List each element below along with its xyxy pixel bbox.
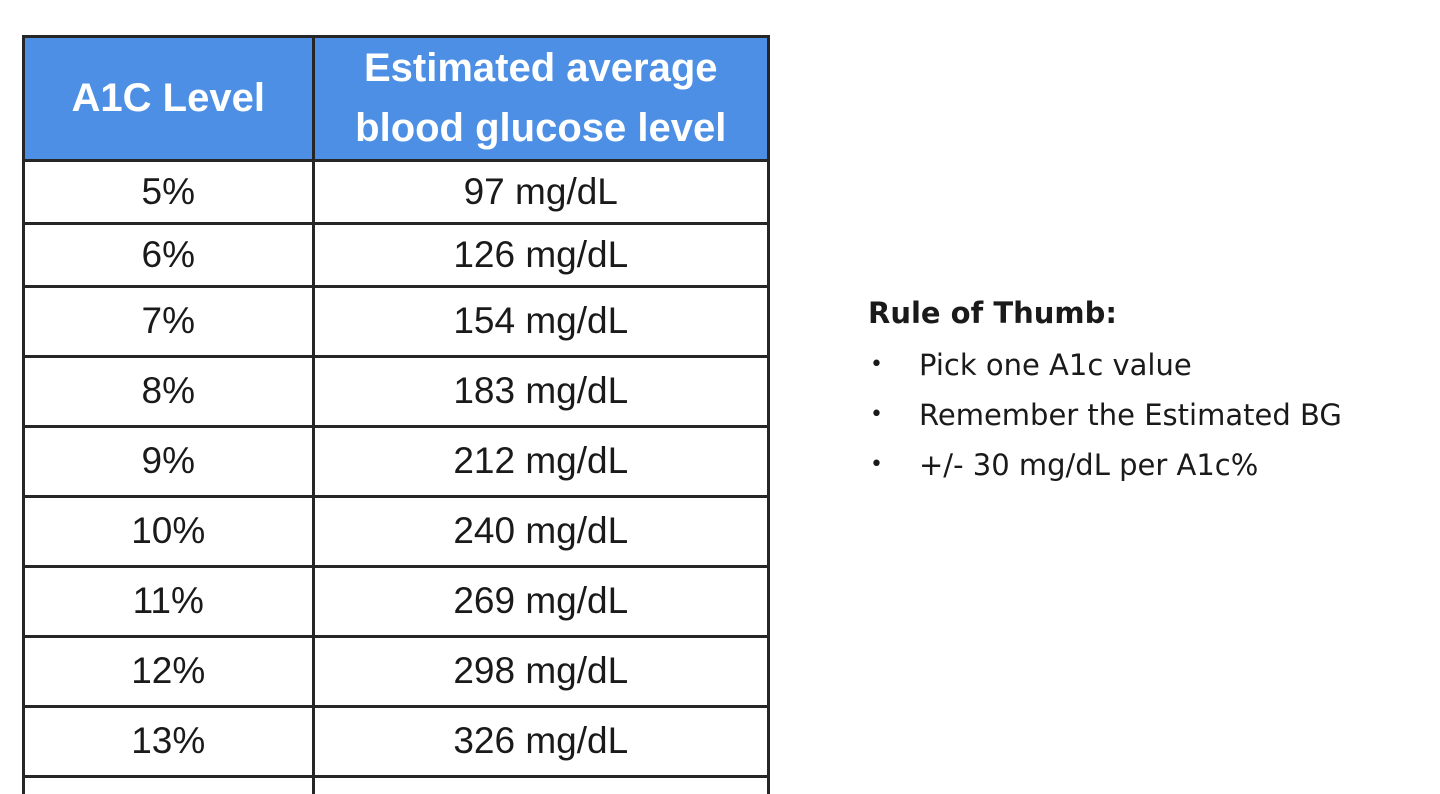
a1c-cell: 8% bbox=[25, 356, 315, 428]
a1c-cell-empty bbox=[25, 776, 315, 794]
glucose-cell: 183 mg/dL bbox=[313, 356, 767, 428]
list-item: • +/- 30 mg/dL per A1c% bbox=[868, 440, 1440, 490]
rule-of-thumb-list: • Pick one A1c value • Remember the Esti… bbox=[868, 340, 1440, 490]
table-row: 13% 326 mg/dL bbox=[25, 706, 767, 778]
table-row: 5% 97 mg/dL bbox=[25, 160, 767, 225]
a1c-cell: 12% bbox=[25, 636, 315, 708]
glucose-cell: 240 mg/dL bbox=[313, 496, 767, 568]
table-header-row: A1C Level Estimated average blood glucos… bbox=[25, 38, 767, 162]
table-row: 11% 269 mg/dL bbox=[25, 566, 767, 638]
a1c-cell: 6% bbox=[25, 223, 315, 288]
a1c-cell: 5% bbox=[25, 160, 315, 225]
rule-of-thumb-title: Rule of Thumb: bbox=[868, 296, 1117, 330]
glucose-cell: 97 mg/dL bbox=[313, 160, 767, 225]
glucose-cell-empty bbox=[313, 776, 767, 794]
glucose-cell: 154 mg/dL bbox=[313, 286, 767, 358]
glucose-cell: 126 mg/dL bbox=[313, 223, 767, 288]
glucose-cell: 212 mg/dL bbox=[313, 426, 767, 498]
table-row: 6% 126 mg/dL bbox=[25, 223, 767, 288]
table-row: 12% 298 mg/dL bbox=[25, 636, 767, 708]
header-a1c-level: A1C Level bbox=[25, 38, 315, 162]
a1c-cell: 9% bbox=[25, 426, 315, 498]
a1c-cell: 7% bbox=[25, 286, 315, 358]
header-estimated-line-2: blood glucose level bbox=[355, 106, 727, 151]
table-row: 9% 212 mg/dL bbox=[25, 426, 767, 498]
table-row: 8% 183 mg/dL bbox=[25, 356, 767, 428]
glucose-cell: 298 mg/dL bbox=[313, 636, 767, 708]
list-item-text: +/- 30 mg/dL per A1c% bbox=[919, 448, 1259, 482]
table-row: 7% 154 mg/dL bbox=[25, 286, 767, 358]
a1c-cell: 13% bbox=[25, 706, 315, 778]
header-estimated-blood-glucose: Estimated average blood glucose level bbox=[313, 38, 767, 162]
header-estimated-line-1: Estimated average bbox=[363, 46, 718, 91]
a1c-cell: 11% bbox=[25, 566, 315, 638]
bullet-icon: • bbox=[870, 402, 883, 427]
a1c-table-container: A1C Level Estimated average blood glucos… bbox=[22, 35, 770, 794]
list-item-text: Remember the Estimated BG bbox=[919, 398, 1342, 432]
a1c-conversion-table: A1C Level Estimated average blood glucos… bbox=[25, 38, 767, 794]
glucose-cell: 326 mg/dL bbox=[313, 706, 767, 778]
bullet-icon: • bbox=[870, 352, 883, 377]
bullet-icon: • bbox=[870, 452, 883, 477]
a1c-cell: 10% bbox=[25, 496, 315, 568]
glucose-cell: 269 mg/dL bbox=[313, 566, 767, 638]
table-row: 10% 240 mg/dL bbox=[25, 496, 767, 568]
list-item: • Remember the Estimated BG bbox=[868, 390, 1440, 440]
list-item: • Pick one A1c value bbox=[868, 340, 1440, 390]
list-item-text: Pick one A1c value bbox=[919, 348, 1192, 382]
table-row-cutoff bbox=[25, 776, 767, 794]
rule-of-thumb: Rule of Thumb: • Pick one A1c value • Re… bbox=[868, 294, 1440, 490]
